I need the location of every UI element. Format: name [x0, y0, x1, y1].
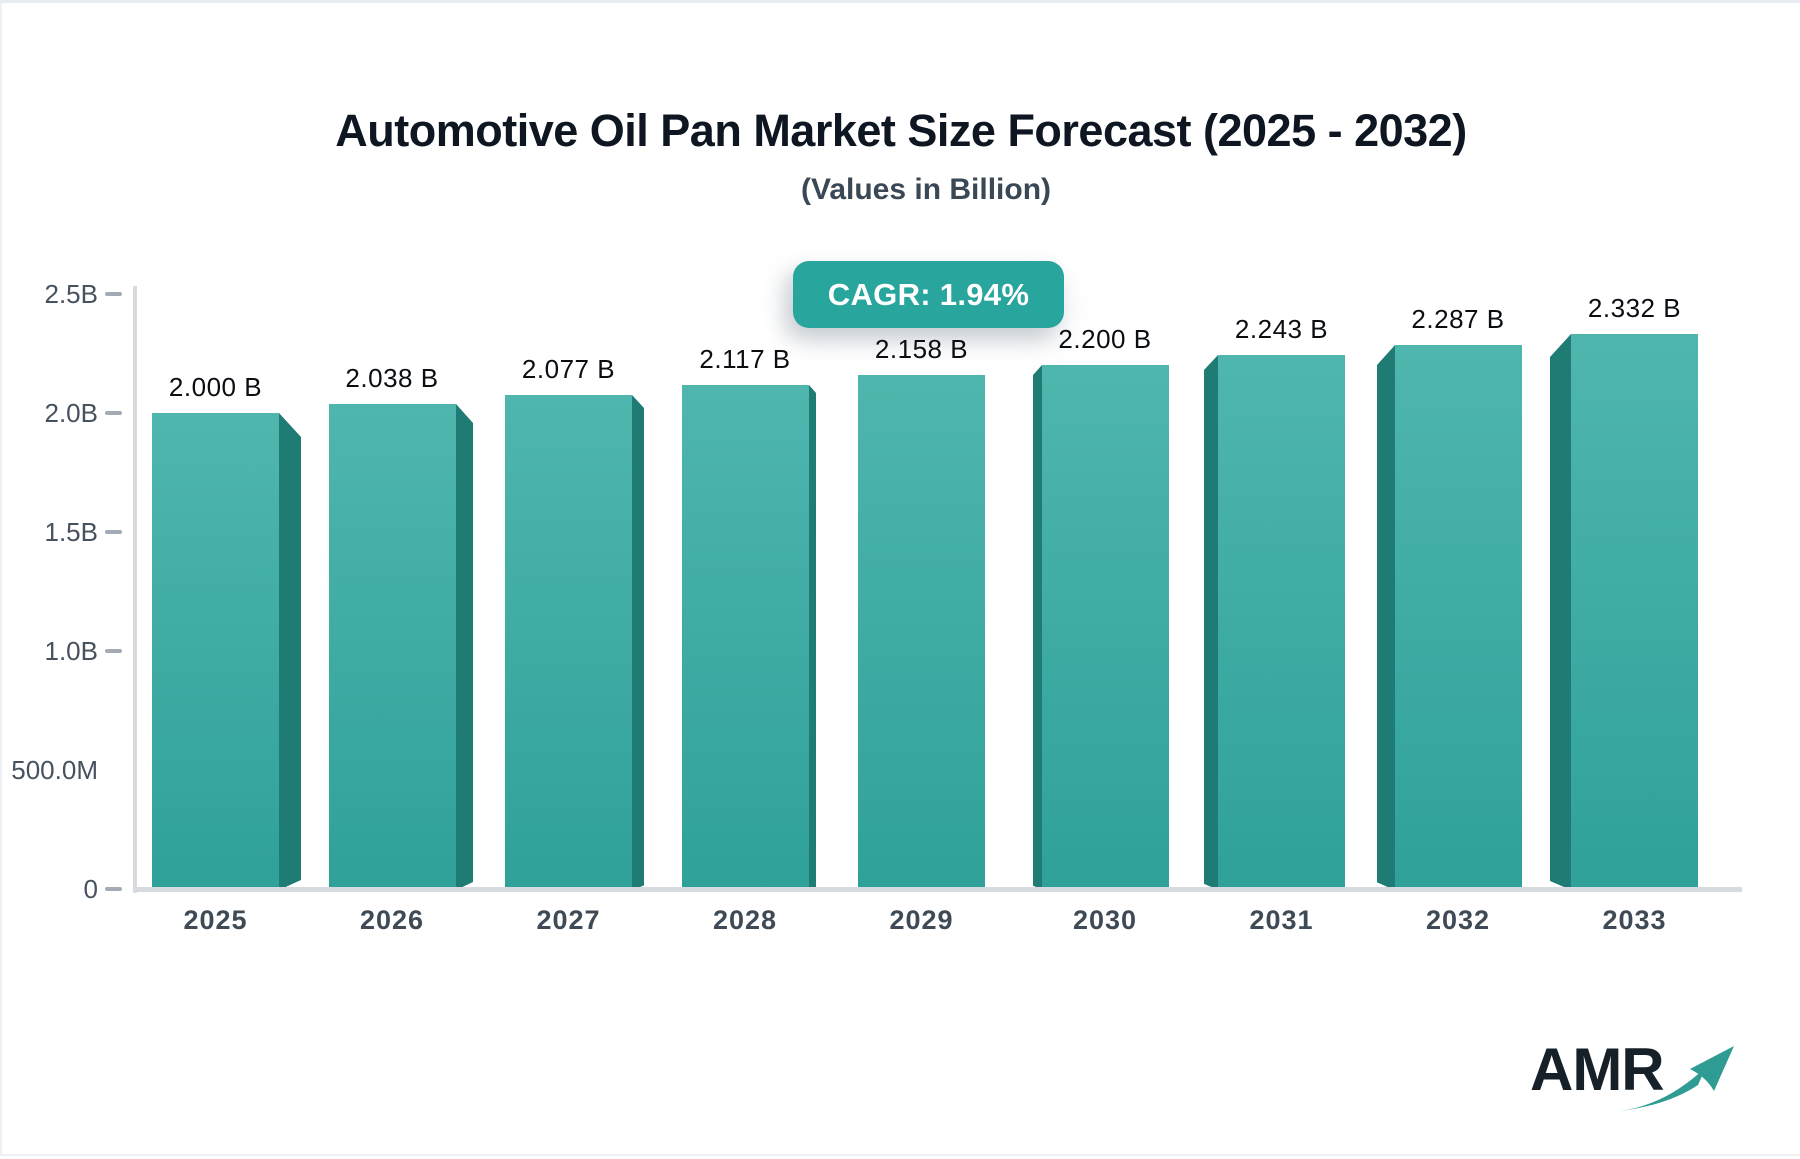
bar-value-label: 2.158 B: [874, 334, 969, 365]
x-axis-label: 2027: [536, 905, 601, 935]
bar-2032: [1376, 344, 1522, 890]
bar-2030: [1032, 365, 1169, 890]
y-axis-tick: [105, 649, 122, 653]
y-axis-tick: [105, 530, 122, 534]
x-axis-label: 2028: [712, 905, 778, 935]
y-axis-label: 0: [83, 874, 98, 904]
cagr-badge: CAGR: 1.94%: [793, 261, 1064, 328]
y-axis-tick: [105, 292, 122, 296]
y-axis-label: 2.5B: [44, 279, 99, 309]
x-axis-label: 2032: [1425, 905, 1491, 935]
bar-value-label: 2.287 B: [1411, 303, 1505, 334]
amr-logo-text: AMR: [1530, 1036, 1665, 1103]
bar-2033: [1550, 333, 1698, 890]
bar-2026: [328, 403, 473, 890]
bar-value-label: 2.000 B: [168, 372, 263, 402]
x-axis-label: 2030: [1072, 905, 1138, 935]
bar-value-label: 2.077 B: [521, 353, 616, 384]
bar-2027: [505, 394, 644, 890]
y-axis-label: 500.0M: [11, 755, 98, 785]
bar-value-label: 2.117 B: [699, 344, 791, 375]
y-axis-label: 1.5B: [44, 517, 99, 547]
bar-chart-plot-area: 2.5B 2.0B 1.5B 1.0B 500.0M 0 2.000 B 2025 2.038 …: [2, 3, 1800, 1159]
cagr-badge-label: CAGR: 1.94%: [827, 276, 1030, 312]
bar-value-label: 2.038 B: [345, 362, 439, 393]
y-axis-tick: [105, 411, 122, 415]
chart-title: Automotive Oil Pan Market Size Forecast …: [335, 105, 1467, 156]
bar-value-label: 2.200 B: [1058, 324, 1152, 355]
bar-2028: [681, 385, 816, 890]
x-axis-label: 2025: [183, 905, 248, 935]
y-axis-label: 2.0B: [44, 398, 99, 428]
bar-2029: [858, 375, 985, 890]
y-axis-label: 1.0B: [44, 636, 99, 666]
y-axis-line: [133, 286, 137, 893]
x-axis-label: 2031: [1249, 905, 1314, 935]
chart-subtitle: (Values in Billion): [800, 173, 1052, 206]
x-axis-label: 2029: [889, 905, 954, 935]
x-axis-baseline: [133, 887, 1742, 892]
bar-2025: [152, 413, 301, 890]
bar-2031: [1204, 355, 1345, 890]
x-axis-label: 2026: [359, 905, 425, 935]
amr-logo: AMR: [1530, 1035, 1734, 1125]
x-axis-label: 2033: [1602, 905, 1667, 935]
y-axis-tick: [105, 887, 122, 891]
bar-value-label: 2.332 B: [1587, 292, 1682, 323]
amr-logo-arrow-icon: [1620, 1046, 1734, 1111]
bar-value-label: 2.243 B: [1234, 314, 1329, 345]
